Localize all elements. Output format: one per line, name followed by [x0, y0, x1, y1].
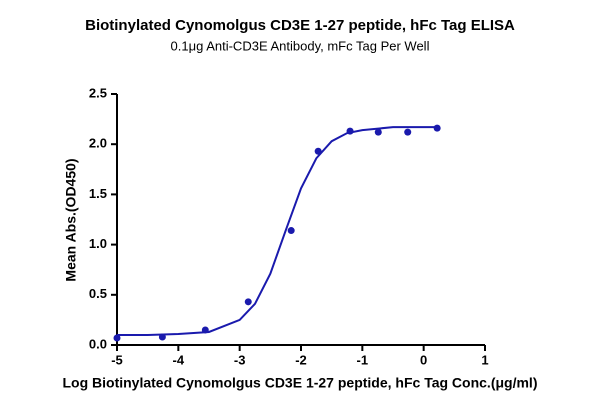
- data-point: [201, 326, 209, 334]
- y-tick-label: 1.0: [89, 236, 107, 251]
- data-point: [158, 333, 166, 341]
- x-tick-label: -5: [111, 352, 123, 367]
- x-tick-label: 0: [420, 352, 427, 367]
- x-tick-label: -1: [357, 352, 369, 367]
- y-tick-label: 0.0: [89, 336, 107, 351]
- fit-curve: [117, 126, 438, 336]
- x-tick-label: -3: [234, 352, 246, 367]
- data-point: [433, 124, 441, 132]
- y-tick-label: 2.5: [89, 85, 107, 100]
- y-tick-label: 2.0: [89, 136, 107, 151]
- data-point: [346, 127, 354, 135]
- x-tick-label: -2: [295, 352, 307, 367]
- chart-subtitle: 0.1μg Anti-CD3E Antibody, mFc Tag Per We…: [171, 38, 430, 53]
- data-point: [374, 128, 382, 136]
- data-point: [287, 227, 295, 235]
- x-tick-label: -4: [173, 352, 185, 367]
- y-axis-label: Mean Abs.(OD450): [63, 158, 79, 281]
- x-tick-label: 1: [481, 352, 488, 367]
- y-tick-label: 0.5: [89, 286, 107, 301]
- chart-title: Biotinylated Cynomolgus CD3E 1-27 peptid…: [85, 17, 515, 34]
- x-axis-label: Log Biotinylated Cynomolgus CD3E 1-27 pe…: [62, 375, 537, 391]
- data-point: [244, 298, 252, 306]
- data-point: [113, 334, 121, 342]
- data-point: [314, 147, 322, 155]
- data-point: [404, 128, 412, 136]
- y-tick-label: 1.5: [89, 186, 107, 201]
